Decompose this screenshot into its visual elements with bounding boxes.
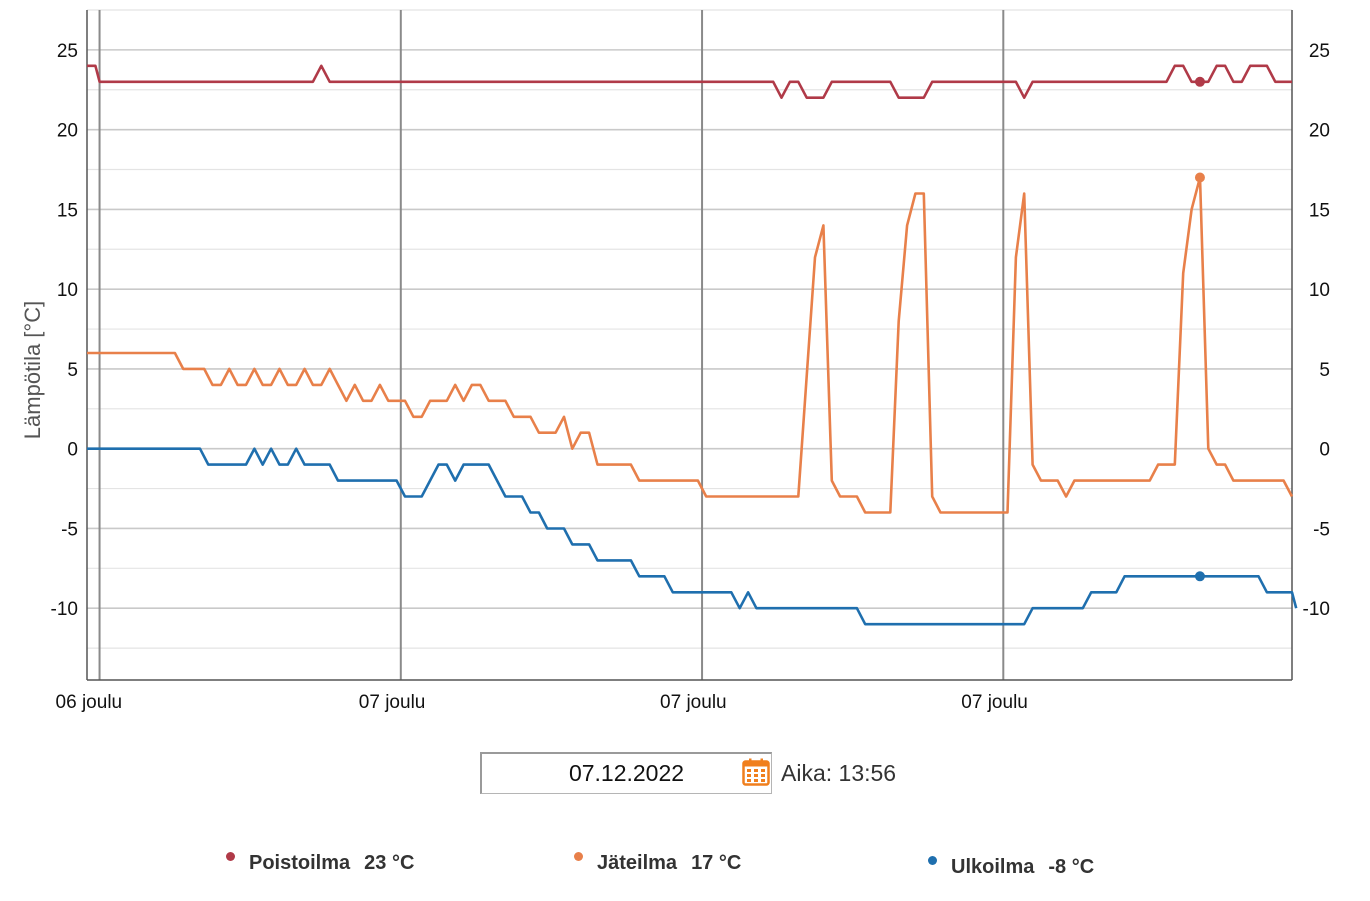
legend-item-ulkoilma[interactable]: Ulkoilma -8 °C [928, 856, 1094, 879]
y-tick-labels-right: 25 20 15 10 5 0 -5 -10 [1303, 41, 1330, 620]
series-marker-jäteilma [1194, 172, 1205, 183]
series-line-poistoilma [87, 64, 1292, 99]
y-axis-label: Lämpötila [°C] [20, 301, 45, 439]
x-tick-label: 06 joulu [56, 692, 123, 713]
y-tick-label: 20 [1309, 121, 1330, 142]
date-value: 07.12.2022 [568, 760, 685, 786]
legend-dot-poistoilma [226, 852, 235, 861]
y-tick-label: -5 [61, 519, 78, 540]
series-line-ulkoilma [87, 447, 1298, 626]
day-lines [98, 10, 1005, 680]
series-lines [87, 64, 1298, 626]
x-tick-label: 07 joulu [660, 692, 727, 713]
y-tick-label: -10 [51, 599, 78, 620]
series-marker-ulkoilma [1194, 571, 1205, 582]
y-tick-label: 15 [1309, 200, 1330, 221]
time-label: Aika: 13:56 [781, 760, 897, 786]
temperature-chart: 25 20 15 10 5 0 -5 -10 25 20 15 10 5 0 -5 -10 06 joulu… [20, 9, 1330, 713]
legend-name: Jäteilma [597, 852, 678, 874]
y-tick-label: 25 [57, 41, 78, 62]
calendar-icon[interactable] [742, 758, 770, 786]
y-tick-label: 10 [1309, 280, 1330, 301]
legend-dot-jateilma [574, 852, 583, 861]
y-tick-label: 0 [67, 440, 78, 461]
y-tick-label: 20 [57, 121, 78, 142]
y-tick-label: 25 [1309, 41, 1330, 62]
legend-name: Ulkoilma [951, 856, 1035, 878]
axes [86, 10, 1293, 681]
legend-value: -8 °C [1048, 856, 1095, 878]
y-tick-label: 5 [1319, 360, 1330, 381]
y-tick-label: -10 [1303, 599, 1330, 620]
legend-item-jateilma[interactable]: Jäteilma 17 °C [574, 852, 741, 875]
y-tick-label: 10 [57, 280, 78, 301]
x-tick-label: 07 joulu [961, 692, 1028, 713]
y-tick-label: 5 [67, 360, 78, 381]
legend-value: 17 °C [691, 852, 742, 874]
y-tick-label: -5 [1313, 519, 1330, 540]
legend-value: 23 °C [364, 852, 415, 874]
grid [87, 9, 1292, 649]
series-markers [1194, 76, 1205, 582]
x-tick-labels: 06 joulu 07 joulu 07 joulu 07 joulu [56, 692, 1028, 713]
series-marker-poistoilma [1194, 76, 1205, 87]
series-line-jäteilma [87, 176, 1294, 514]
y-tick-label: 0 [1319, 440, 1330, 461]
legend-name: Poistoilma [249, 852, 351, 874]
legend-dot-ulkoilma [928, 856, 937, 865]
date-input[interactable]: 07.12.2022 [480, 752, 772, 794]
y-tick-label: 15 [57, 200, 78, 221]
x-tick-label: 07 joulu [359, 692, 426, 713]
y-tick-labels-left: 25 20 15 10 5 0 -5 -10 [51, 41, 78, 620]
legend-item-poistoilma[interactable]: Poistoilma 23 °C [226, 852, 414, 875]
